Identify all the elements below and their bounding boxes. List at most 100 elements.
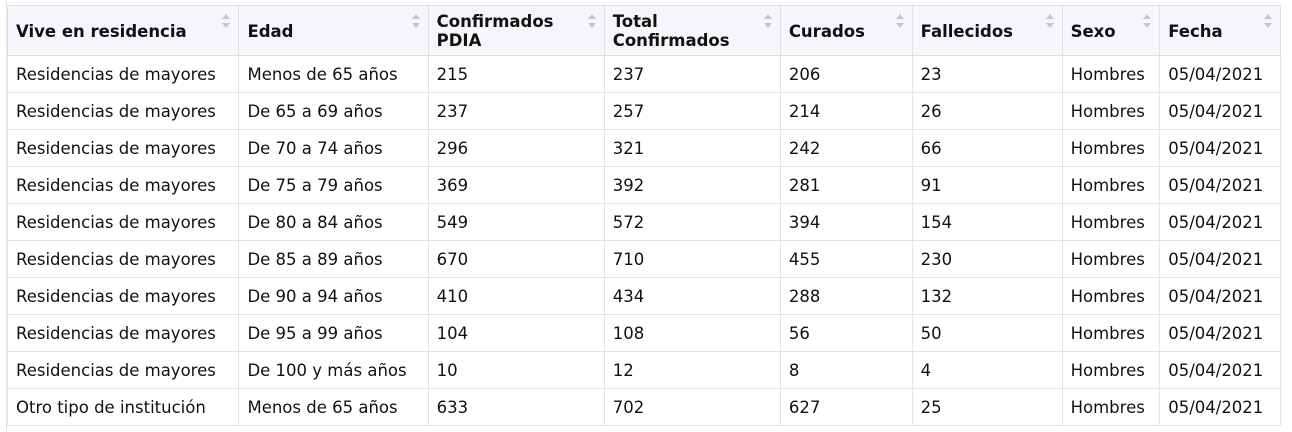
cell-fallecidos: 132 [911,277,1063,315]
cell-fecha: 05/04/2021 [1159,277,1281,315]
sort-icon[interactable] [587,14,596,28]
column-header-label: Edad [247,21,294,41]
table-row: Residencias de mayores De 90 a 94 años 410… [6,277,1281,315]
cell-vive-en-residencia: Residencias de mayores [6,203,240,241]
cell-vive-en-residencia: Residencias de mayores [6,166,240,204]
column-header-label: Sexo [1070,21,1116,41]
column-header-label: Vive en residencia [16,21,187,41]
cell-sexo: Hombres [1061,55,1161,93]
cell-curados: 455 [779,240,913,278]
column-header-fallecidos[interactable]: Fallecidos [911,5,1063,56]
table-row: Residencias de mayores Menos de 65 años 21… [6,55,1281,93]
column-header-label: Total Confirmados [612,12,730,50]
cell-sexo: Hombres [1061,277,1161,315]
cell-curados: 242 [779,129,913,167]
data-table: Vive en residencia Edad Confirmados PDIA… [6,5,1281,426]
cell-edad: De 65 a 69 años [238,92,429,130]
table-header: Vive en residencia Edad Confirmados PDIA… [6,5,1281,56]
sort-icon[interactable] [1143,14,1152,28]
cell-fecha: 05/04/2021 [1159,203,1281,241]
column-header-label: Curados [788,21,865,41]
left-edge-divider [0,0,7,432]
cell-vive-en-residencia: Residencias de mayores [6,277,240,315]
cell-curados: 627 [779,388,913,426]
cell-total-confirmados: 257 [603,92,781,130]
cell-total-confirmados: 702 [603,388,781,426]
cell-fecha: 05/04/2021 [1159,314,1281,352]
cell-sexo: Hombres [1061,388,1161,426]
column-header-sexo[interactable]: Sexo [1061,5,1161,56]
cell-vive-en-residencia: Residencias de mayores [6,351,240,389]
cell-edad: De 95 a 99 años [238,314,429,352]
column-header-curados[interactable]: Curados [779,5,913,56]
table-body: Residencias de mayores Menos de 65 años 21… [6,55,1281,426]
sort-icon[interactable] [763,14,772,28]
cell-curados: 206 [779,55,913,93]
cell-vive-en-residencia: Residencias de mayores [6,92,240,130]
cell-sexo: Hombres [1061,92,1161,130]
cell-vive-en-residencia: Residencias de mayores [6,314,240,352]
table-row: Residencias de mayores De 65 a 69 años 237… [6,92,1281,130]
cell-fallecidos: 230 [911,240,1063,278]
cell-confirmados-pdia: 104 [427,314,605,352]
cell-total-confirmados: 572 [603,203,781,241]
column-header-label: Fecha [1168,21,1223,41]
cell-curados: 288 [779,277,913,315]
sort-icon[interactable] [222,14,231,28]
cell-curados: 56 [779,314,913,352]
column-header-total-confirmados[interactable]: Total Confirmados [603,5,781,56]
column-header-vive-en-residencia[interactable]: Vive en residencia [6,5,240,56]
table-row: Residencias de mayores De 75 a 79 años 369… [6,166,1281,204]
cell-confirmados-pdia: 549 [427,203,605,241]
cell-fecha: 05/04/2021 [1159,388,1281,426]
cell-confirmados-pdia: 369 [427,166,605,204]
cell-fecha: 05/04/2021 [1159,129,1281,167]
sort-icon[interactable] [1045,14,1054,28]
cell-fecha: 05/04/2021 [1159,55,1281,93]
cell-fecha: 05/04/2021 [1159,351,1281,389]
cell-fallecidos: 25 [911,388,1063,426]
cell-total-confirmados: 12 [603,351,781,389]
cell-confirmados-pdia: 670 [427,240,605,278]
cell-fallecidos: 66 [911,129,1063,167]
cell-total-confirmados: 434 [603,277,781,315]
cell-vive-en-residencia: Residencias de mayores [6,55,240,93]
cell-confirmados-pdia: 237 [427,92,605,130]
cell-confirmados-pdia: 633 [427,388,605,426]
cell-total-confirmados: 108 [603,314,781,352]
table-row: Residencias de mayores De 85 a 89 años 670… [6,240,1281,278]
sort-icon[interactable] [1264,14,1272,28]
cell-fallecidos: 23 [911,55,1063,93]
table-row: Otro tipo de institución Menos de 65 años… [6,388,1281,426]
cell-edad: Menos de 65 años [238,55,429,93]
column-header-confirmados-pdia[interactable]: Confirmados PDIA [427,5,605,56]
cell-fallecidos: 154 [911,203,1063,241]
cell-sexo: Hombres [1061,203,1161,241]
cell-total-confirmados: 237 [603,55,781,93]
cell-edad: De 80 a 84 años [238,203,429,241]
cell-sexo: Hombres [1061,351,1161,389]
cell-fallecidos: 26 [911,92,1063,130]
column-header-edad[interactable]: Edad [238,5,429,56]
header-row: Vive en residencia Edad Confirmados PDIA… [6,5,1281,56]
cell-total-confirmados: 321 [603,129,781,167]
cell-fecha: 05/04/2021 [1159,166,1281,204]
cell-confirmados-pdia: 215 [427,55,605,93]
cell-fallecidos: 91 [911,166,1063,204]
cell-sexo: Hombres [1061,166,1161,204]
cell-edad: De 100 y más años [238,351,429,389]
cell-sexo: Hombres [1061,129,1161,167]
column-header-label: Confirmados PDIA [436,12,554,50]
cell-fallecidos: 50 [911,314,1063,352]
cell-confirmados-pdia: 410 [427,277,605,315]
cell-edad: De 70 a 74 años [238,129,429,167]
cell-curados: 394 [779,203,913,241]
column-header-fecha[interactable]: Fecha [1159,5,1281,56]
cell-vive-en-residencia: Residencias de mayores [6,240,240,278]
cell-edad: Menos de 65 años [238,388,429,426]
cell-total-confirmados: 392 [603,166,781,204]
cell-confirmados-pdia: 10 [427,351,605,389]
sort-icon[interactable] [411,14,420,28]
sort-icon[interactable] [895,14,904,28]
